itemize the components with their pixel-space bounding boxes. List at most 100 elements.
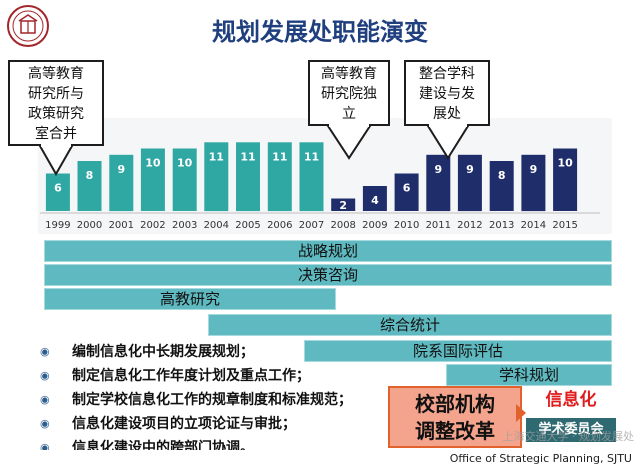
x-tick-label: 2000	[77, 220, 102, 231]
watermark: 上海交通大学 · 规划发展处	[502, 430, 635, 443]
bar-value-label: 10	[145, 157, 161, 170]
bar-value-label: 11	[304, 150, 319, 163]
callout-line: 研究院独	[321, 86, 377, 102]
bar-1999	[45, 173, 70, 211]
band-label: 高教研究	[159, 290, 220, 308]
bar-2008	[331, 198, 356, 211]
bar-value-label: 6	[403, 182, 411, 195]
x-tick-label: 2015	[552, 220, 577, 231]
bar-value-label: 2	[339, 199, 347, 212]
callout-line: 室合并	[35, 126, 77, 142]
task-text: 编制信息化中长期发展规划；	[72, 344, 254, 360]
task-text: 信息化建设项目的立项论证与审批；	[72, 416, 296, 432]
bar-value-label: 9	[530, 163, 538, 176]
bar-value-label: 4	[371, 194, 379, 207]
bar-2007	[299, 142, 324, 212]
bar-value-label: 10	[557, 157, 573, 170]
bullet-icon: ◉	[40, 369, 50, 382]
x-tick-label: 2011	[426, 220, 451, 231]
band-label: 决策咨询	[297, 266, 358, 284]
x-tick-label: 2007	[299, 220, 324, 231]
band-discipline-planning: 学科规划	[446, 364, 612, 386]
reform-line: 校部机构	[415, 392, 495, 416]
band-decision-consulting: 决策咨询	[44, 264, 612, 286]
band-international-evaluation: 院系国际评估	[304, 340, 612, 362]
reform-arrow-icon	[516, 404, 526, 422]
callout-arrows	[38, 123, 470, 177]
task-item: ◉ 编制信息化中长期发展规划；	[40, 340, 400, 364]
bar-value-label: 9	[117, 163, 125, 176]
callout-merger: 高等教育 研究所与 政策研究 室合并	[8, 60, 104, 146]
callout-line: 立	[342, 106, 356, 122]
bullet-icon: ◉	[40, 345, 50, 358]
x-tick-label: 2002	[140, 220, 165, 231]
x-tick-label: 2013	[489, 220, 514, 231]
task-item: ◉ 制定学校信息化工作的规章制度和标准规范；	[40, 388, 400, 412]
bar-2005	[236, 142, 260, 212]
bar-2002	[140, 148, 165, 211]
bar-2014	[521, 154, 546, 212]
bar-2000	[77, 161, 102, 211]
bar-value-label: 6	[54, 182, 62, 195]
callout-line: 研究所与	[28, 86, 84, 102]
informatization-task-list: ◉ 编制信息化中长期发展规划； ◉ 制定信息化工作年度计划及重点工作； ◉ 制定…	[40, 340, 400, 460]
bullet-icon: ◉	[40, 393, 50, 406]
x-tick-label: 2008	[330, 220, 355, 231]
academic-committee-box: 学术委员会	[526, 418, 616, 442]
x-tick-label: 2012	[457, 220, 482, 231]
callout-line: 高等教育	[28, 66, 84, 82]
bar-2001	[109, 154, 134, 212]
callout-line: 展处	[433, 106, 461, 122]
bullet-icon: ◉	[40, 417, 50, 430]
bar-2004	[204, 142, 229, 212]
callout-arrow-integration	[426, 125, 470, 160]
informatization-label: 信息化	[530, 388, 612, 412]
band-label: 战略规划	[297, 242, 358, 260]
footer-bar	[0, 450, 640, 469]
bar-value-label: 9	[466, 163, 474, 176]
callout-line: 整合学科	[419, 66, 475, 82]
x-tick-label: 2006	[267, 220, 292, 231]
callout-arrow-merger	[38, 145, 74, 177]
bar-2015	[553, 148, 578, 211]
callout-line: 高等教育	[321, 66, 377, 82]
x-tick-label: 2014	[521, 220, 546, 231]
x-tick-label: 2001	[109, 220, 134, 231]
bar-2011	[426, 154, 451, 212]
x-tick-label: 2010	[394, 220, 419, 231]
band-strategic-planning: 战略规划	[44, 240, 612, 262]
x-tick-label: 2003	[172, 220, 197, 231]
x-tick-label: 1999	[45, 220, 70, 231]
bar-chart: 6 8 9 10 10 11 11 11 11 2 4 6 9 9 8 9 10 1999 2000 2001 200…	[38, 118, 612, 234]
callout-line: 建设与发	[419, 86, 475, 102]
bar-value-label: 8	[86, 169, 94, 182]
bar-2013	[489, 161, 514, 211]
x-tick-label: 2005	[235, 220, 260, 231]
bar-value-label: 11	[209, 150, 224, 163]
band-higher-ed-research: 高教研究	[44, 288, 336, 310]
university-logo-icon	[7, 5, 49, 47]
chart-background	[38, 118, 612, 234]
bar-value-label: 9	[434, 163, 442, 176]
bar-2003	[172, 148, 197, 211]
task-text: 制定信息化工作年度计划及重点工作；	[72, 368, 310, 384]
callout-arrow-independence	[326, 125, 372, 160]
bar-2012	[457, 154, 482, 212]
bar-value-label: 11	[240, 150, 255, 163]
band-label: 院系国际评估	[412, 342, 503, 360]
bar-2009	[362, 186, 387, 211]
bullet-icon: ◉	[40, 441, 50, 454]
bar-2006	[267, 142, 292, 212]
reform-line: 调整改革	[415, 419, 495, 443]
bar-value-label: 8	[498, 169, 506, 182]
bar-2010	[394, 173, 419, 211]
callout-integration: 整合学科 建设与发 展处	[404, 60, 490, 126]
bar-value-label: 11	[272, 150, 287, 163]
bar-value-label: 10	[177, 157, 193, 170]
x-tick-label: 2004	[204, 220, 229, 231]
x-tick-label: 2009	[362, 220, 387, 231]
footer-text: Office of Strategic Planning, SJTU	[449, 452, 632, 465]
band-statistics: 综合统计	[208, 314, 612, 336]
band-label: 综合统计	[379, 316, 440, 334]
page-title: 规划发展处职能演变	[212, 18, 428, 46]
